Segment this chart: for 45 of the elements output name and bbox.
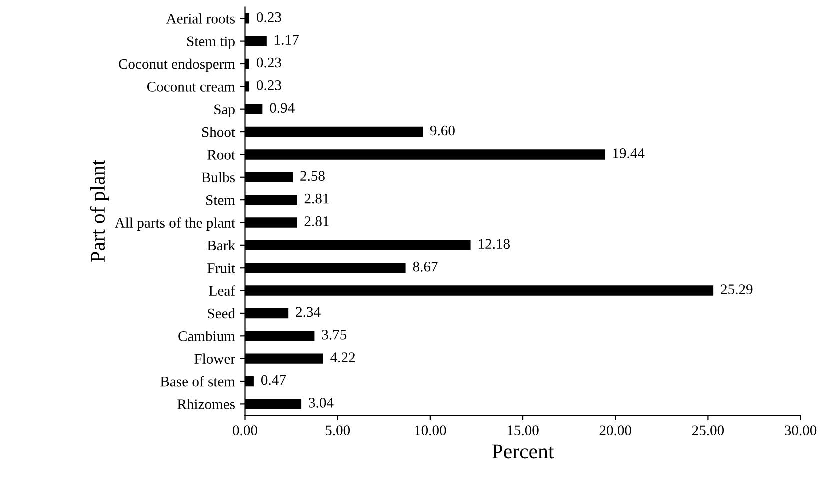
data-label: 8.67 <box>413 262 438 272</box>
x-tick-label: 0.00 <box>233 426 258 436</box>
data-label: 3.04 <box>309 398 334 408</box>
y-tick-label: Coconut endosperm <box>119 58 236 72</box>
data-label: 25.29 <box>721 284 753 295</box>
y-tick-label: Leaf <box>209 286 236 296</box>
y-tick-label: Flower <box>194 354 236 364</box>
data-label: 12.18 <box>479 239 510 250</box>
y-tick-label: Aerial roots <box>166 14 236 24</box>
data-label: 2.81 <box>304 194 329 204</box>
data-label: 2.81 <box>304 216 329 226</box>
x-axis-title: Percent <box>492 444 554 459</box>
data-label: 9.60 <box>430 126 455 136</box>
data-label: 0.23 <box>257 80 282 90</box>
y-tick-label: Fruit <box>208 264 236 274</box>
data-label: 0.94 <box>270 103 295 114</box>
y-tick-label: Seed <box>208 308 236 319</box>
y-tick-label: Shoot <box>202 126 236 138</box>
data-label: 4.22 <box>330 352 356 363</box>
data-label: 2.34 <box>296 307 321 318</box>
data-label: 0.23 <box>257 12 282 22</box>
y-tick-label: Bulbs <box>202 172 236 183</box>
data-label: 19.44 <box>613 148 645 158</box>
data-label: 3.75 <box>322 330 347 340</box>
y-tick-label: Cambium <box>178 331 236 342</box>
y-tick-label: Stem <box>206 195 236 206</box>
x-tick-label: 20.00 <box>600 426 632 436</box>
y-tick-label: Base of stem <box>160 376 236 387</box>
data-label: 2.58 <box>300 171 325 182</box>
x-tick-label: 15.00 <box>508 426 539 436</box>
data-label: 1.17 <box>275 35 299 46</box>
data-label: 0.47 <box>261 375 286 386</box>
y-tick-label: Coconut cream <box>147 82 236 92</box>
x-tick-label: 30.00 <box>785 426 817 436</box>
x-tick-label: 10.00 <box>415 426 446 436</box>
x-tick-label: 5.00 <box>326 426 350 436</box>
y-tick-label: Sap <box>214 104 235 118</box>
data-label: 0.23 <box>257 58 282 68</box>
y-tick-label: Rhizomes <box>178 399 235 410</box>
x-tick-label: 25.00 <box>692 426 724 436</box>
y-tick-label: Root <box>208 150 236 160</box>
y-tick-label: Stem tip <box>187 36 235 50</box>
y-tick-label: Bark <box>208 240 236 251</box>
y-tick-label: All parts of the plant <box>114 218 236 231</box>
y-axis-title: Part of plant <box>90 160 110 262</box>
